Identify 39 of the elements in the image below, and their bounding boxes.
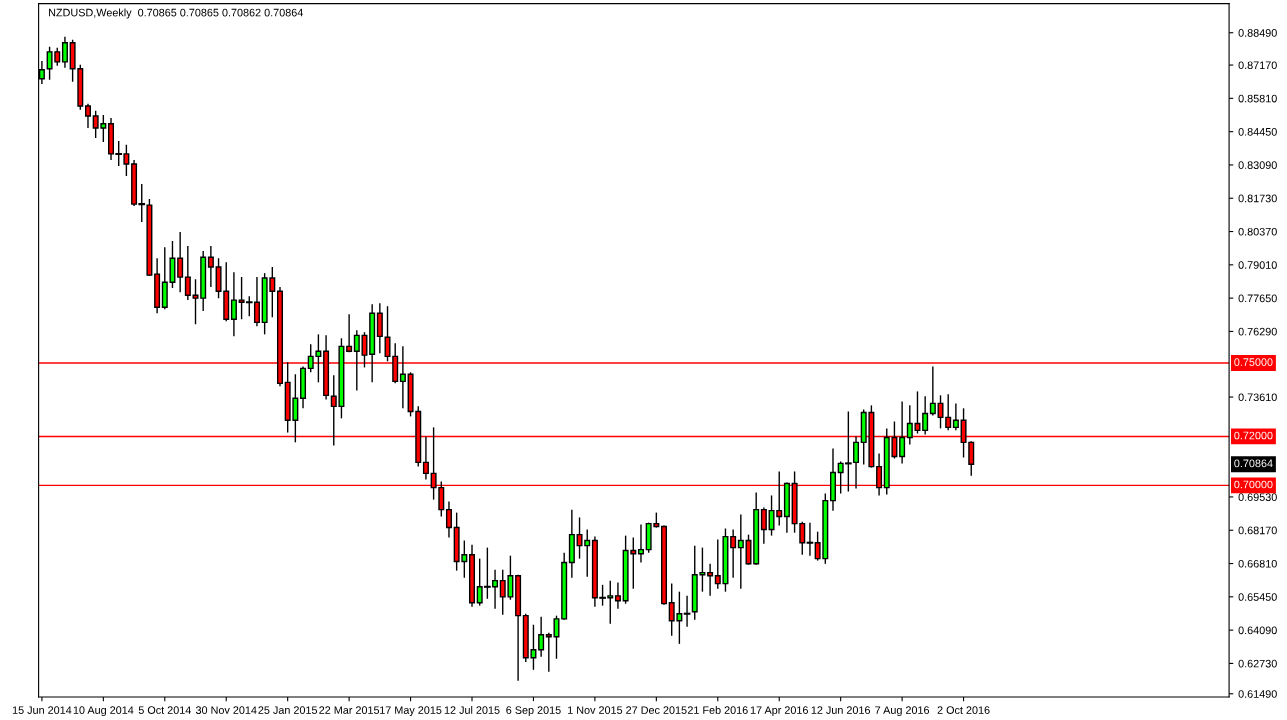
x-tick-label: 21 Feb 2016 xyxy=(687,705,748,714)
x-tick-label: 5 Oct 2014 xyxy=(138,706,191,714)
x-tick-label: 17 May 2015 xyxy=(380,706,442,717)
x-tick-label: 2 Oct 2016 xyxy=(937,706,990,714)
text: 0.70864 xyxy=(1234,459,1273,468)
y-tick-label: 0.66810 xyxy=(1238,559,1277,568)
x-tick-label: 22 Mar 2015 xyxy=(319,706,380,714)
x-tick-label: 12 Jun 2016 xyxy=(811,706,871,714)
y-tick-label: 0.80370 xyxy=(1238,227,1277,236)
y-tick-label: 0.87170 xyxy=(1238,61,1277,70)
y-tick-label: 0.62730 xyxy=(1238,659,1277,668)
y-tick-label: 0.76290 xyxy=(1238,327,1277,336)
x-tick-label: 1 Nov 2015 xyxy=(568,706,623,714)
y-tick-label: 0.73610 xyxy=(1238,393,1277,402)
y-tick-label: 0.61490 xyxy=(1238,690,1277,698)
x-tick-label: 15 Jun 2014 xyxy=(12,706,72,714)
x-tick-label: 12 Jul 2015 xyxy=(444,705,500,714)
x-tick-label: 27 Dec 2015 xyxy=(626,706,687,714)
ref-line-label: 0.72000 xyxy=(1234,431,1273,440)
x-tick-label: 30 Nov 2014 xyxy=(195,706,257,714)
chart-title: NZDUSD,Weekly 0.70865 0.70865 0.70862 0.70864 xyxy=(49,8,303,19)
y-tick-label: 0.79010 xyxy=(1238,261,1277,269)
x-tick-label: 25 Jan 2015 xyxy=(258,706,318,714)
y-tick-label: 0.88490 xyxy=(1238,29,1277,37)
x-tick-label: 10 Aug 2014 xyxy=(73,706,134,717)
ref-line-label: 0.75000 xyxy=(1234,358,1273,366)
y-tick-label: 0.64090 xyxy=(1238,626,1277,635)
y-tick-label: 0.83090 xyxy=(1238,161,1277,169)
y-tick-label: 0.69530 xyxy=(1238,493,1277,501)
y-tick-label: 0.85810 xyxy=(1238,94,1277,103)
y-tick-label: 0.68170 xyxy=(1238,526,1277,535)
y-tick-label: 0.84450 xyxy=(1238,128,1277,136)
y-tick-label: 0.65450 xyxy=(1238,593,1277,601)
x-tick-label: 6 Sep 2015 xyxy=(506,706,561,717)
ref-line-label: 0.70000 xyxy=(1234,480,1273,489)
y-tick-label: 0.81730 xyxy=(1238,194,1277,203)
y-tick-label: 0.77650 xyxy=(1238,294,1277,303)
x-tick-label: 7 Aug 2016 xyxy=(875,706,930,717)
x-tick-label: 17 Apr 2016 xyxy=(750,706,808,717)
